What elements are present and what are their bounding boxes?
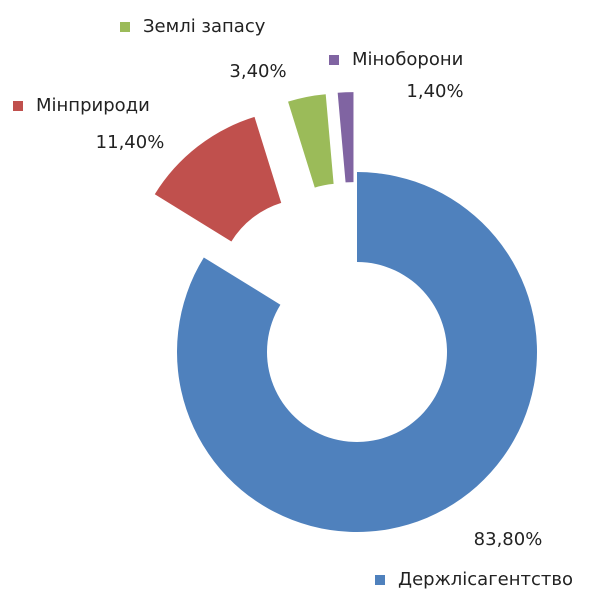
legend-label: Міноборони — [352, 49, 463, 70]
value-label: 11,40% — [96, 132, 165, 153]
donut-slice — [154, 116, 282, 242]
donut-slice — [176, 172, 537, 532]
legend-label: Держлісагентство — [398, 569, 573, 590]
legend-swatch — [120, 22, 130, 32]
legend-label: Землі запасу — [143, 16, 266, 37]
legend-swatch — [375, 575, 385, 585]
legend-swatch — [329, 55, 339, 65]
legend-label: Мінприроди — [36, 95, 150, 116]
value-label: 83,80% — [474, 529, 543, 550]
value-label: 3,40% — [229, 61, 286, 82]
legend-swatch — [13, 101, 23, 111]
donut-slice — [288, 94, 334, 188]
value-label: 1,40% — [406, 81, 463, 102]
donut-slice — [337, 92, 354, 183]
